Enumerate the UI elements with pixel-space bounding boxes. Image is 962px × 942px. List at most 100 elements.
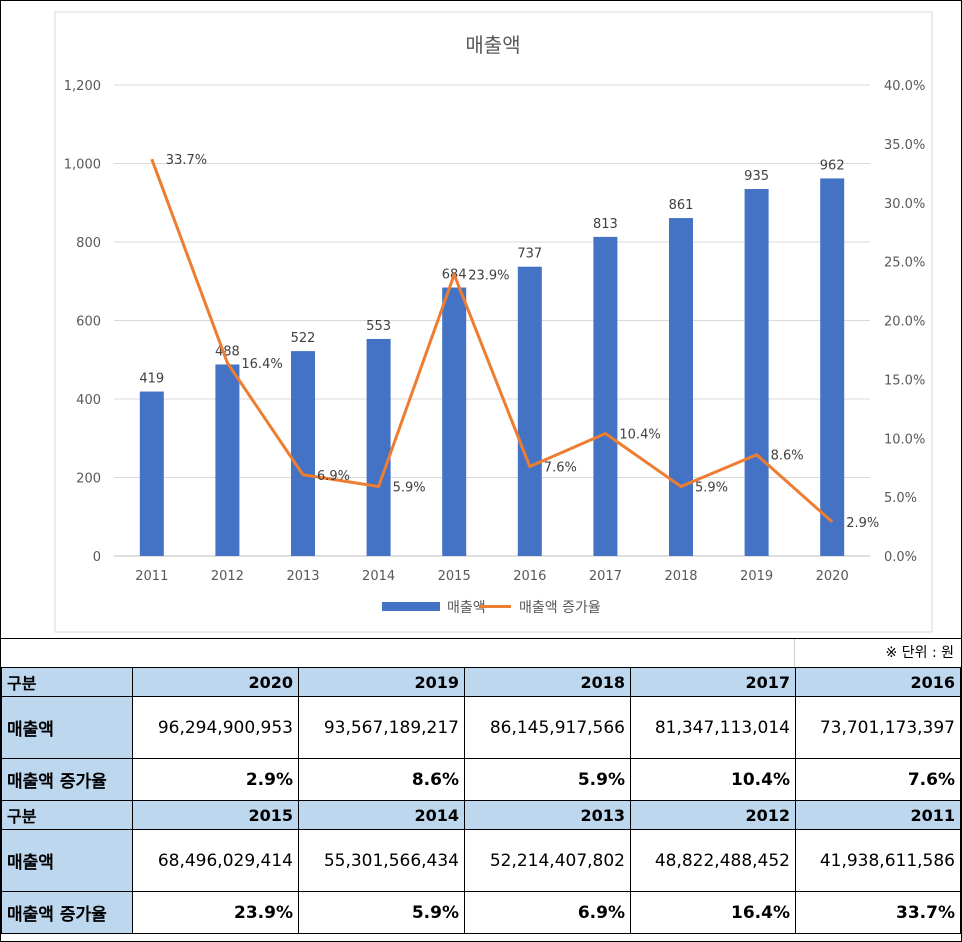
rate-cell: 10.4%	[630, 758, 796, 801]
year-cell: 2016	[795, 667, 961, 697]
year-cell: 2011	[795, 800, 961, 830]
bar-data-label: 935	[744, 169, 769, 184]
sales-chart: 매출액 0 200 400 600 800 1,000 1,200 0.0% 5.0% 10.0…	[54, 11, 933, 633]
bar-data-label: 813	[593, 217, 618, 232]
right-tick-label: 20.0%	[884, 315, 925, 330]
right-tick-label: 30.0%	[884, 197, 925, 212]
line-data-label: 10.4%	[619, 428, 660, 443]
rate-cell: 5.9%	[298, 891, 465, 934]
bar	[442, 287, 467, 556]
line-data-label: 5.9%	[393, 481, 426, 496]
line-series: 33.7% 16.4% 6.9% 5.9% 23.9% 7.6% 10.4% 5.9% 8.6%…	[150, 153, 879, 531]
year-cell: 2017	[630, 667, 796, 697]
header-label: 구분	[1, 667, 133, 697]
sales-table: 구분 2020 2019 2018 2017 2016 매출액 96,294,9…	[1, 667, 961, 934]
bar	[215, 364, 240, 556]
line-data-label: 23.9%	[468, 269, 509, 284]
year-cell: 2018	[464, 667, 631, 697]
bar-data-label: 522	[291, 331, 316, 346]
line-data-label: 7.6%	[544, 461, 577, 476]
line-data-label: 5.9%	[695, 481, 728, 496]
line-data-label: 6.9%	[317, 469, 350, 484]
rate-cell: 6.9%	[464, 891, 631, 934]
x-tick-label: 2012	[211, 569, 244, 584]
rate-cell: 33.7%	[795, 891, 961, 934]
year-cell: 2014	[298, 800, 465, 830]
sales-cell: 41,938,611,586	[795, 829, 961, 892]
left-tick-label: 1,000	[64, 158, 101, 173]
sales-cell: 48,822,488,452	[630, 829, 796, 892]
bar-data-label: 962	[820, 158, 845, 173]
bar	[669, 218, 693, 556]
line-data-label: 2.9%	[846, 516, 879, 531]
sales-cell: 81,347,113,014	[630, 696, 796, 759]
sales-cell: 68,496,029,414	[132, 829, 299, 892]
sales-cell: 55,301,566,434	[298, 829, 465, 892]
rate-cell: 7.6%	[795, 758, 961, 801]
header-label: 구분	[1, 800, 133, 830]
left-tick-label: 1,200	[64, 79, 101, 94]
gridlines	[114, 84, 870, 557]
table-row: 매출액 68,496,029,414 55,301,566,434 52,214…	[1, 829, 961, 892]
bar	[366, 338, 391, 556]
x-axis: 2011 2012 2013 2014 2015 2016 2017 2018 2019 2020	[135, 569, 848, 584]
bar-data-label: 488	[215, 344, 240, 359]
x-tick-label: 2011	[135, 569, 168, 584]
bar-data-label: 737	[517, 247, 542, 262]
chart-title: 매출액	[465, 33, 520, 57]
left-tick-label: 800	[76, 236, 101, 251]
rate-cell: 16.4%	[630, 891, 796, 934]
year-cell: 2013	[464, 800, 631, 830]
x-tick-label: 2017	[589, 569, 622, 584]
rate-label: 매출액 증가율	[1, 758, 133, 801]
sales-cell: 96,294,900,953	[132, 696, 299, 759]
sales-label: 매출액	[1, 696, 133, 759]
legend-bar-swatch	[382, 602, 440, 611]
sales-cell: 86,145,917,566	[464, 696, 631, 759]
right-tick-label: 0.0%	[884, 550, 917, 565]
legend-line-label: 매출액 증가율	[519, 600, 601, 616]
x-tick-label: 2014	[362, 569, 395, 584]
right-axis: 0.0% 5.0% 10.0% 15.0% 20.0% 25.0% 30.0% 35.0% 40…	[884, 79, 925, 565]
year-cell: 2020	[132, 667, 299, 697]
table-row: 매출액 증가율 23.9% 5.9% 6.9% 16.4% 33.7%	[1, 891, 961, 934]
table-row: 매출액 96,294,900,953 93,567,189,217 86,145…	[1, 696, 961, 759]
bar-data-label: 419	[139, 372, 164, 387]
right-tick-label: 35.0%	[884, 138, 925, 153]
left-tick-label: 600	[76, 315, 101, 330]
x-tick-label: 2016	[513, 569, 546, 584]
bar	[820, 178, 845, 557]
chart-area	[54, 11, 933, 633]
x-tick-label: 2019	[740, 569, 773, 584]
sales-cell: 93,567,189,217	[298, 696, 465, 759]
table-header-row: 구분 2015 2014 2013 2012 2011	[1, 800, 961, 830]
right-tick-label: 10.0%	[884, 432, 925, 447]
legend: 매출액 매출액 증가율	[382, 600, 601, 616]
unit-note: ※ 단위 : 원	[794, 639, 960, 667]
bar	[517, 266, 542, 556]
right-tick-label: 25.0%	[884, 256, 925, 271]
left-tick-label: 200	[76, 472, 101, 487]
rate-label: 매출액 증가율	[1, 891, 133, 934]
rate-cell: 8.6%	[298, 758, 465, 801]
x-tick-label: 2013	[286, 569, 319, 584]
unit-row: ※ 단위 : 원	[0, 638, 961, 667]
bar	[139, 391, 164, 556]
table-row: 매출액 증가율 2.9% 8.6% 5.9% 10.4% 7.6%	[1, 758, 961, 801]
rate-cell: 23.9%	[132, 891, 299, 934]
line-data-label: 8.6%	[771, 449, 804, 464]
x-tick-label: 2018	[664, 569, 697, 584]
bar-data-label: 861	[669, 198, 694, 213]
table-header-row: 구분 2020 2019 2018 2017 2016	[1, 667, 961, 697]
left-tick-label: 400	[76, 393, 101, 408]
year-cell: 2019	[298, 667, 465, 697]
right-tick-label: 15.0%	[884, 373, 925, 388]
sales-label: 매출액	[1, 829, 133, 892]
bar	[744, 189, 769, 556]
bar	[593, 236, 618, 556]
bar-data-label: 553	[366, 319, 391, 334]
bar	[291, 351, 315, 556]
sales-cell: 52,214,407,802	[464, 829, 631, 892]
x-tick-label: 2015	[438, 569, 471, 584]
x-tick-label: 2020	[816, 569, 849, 584]
